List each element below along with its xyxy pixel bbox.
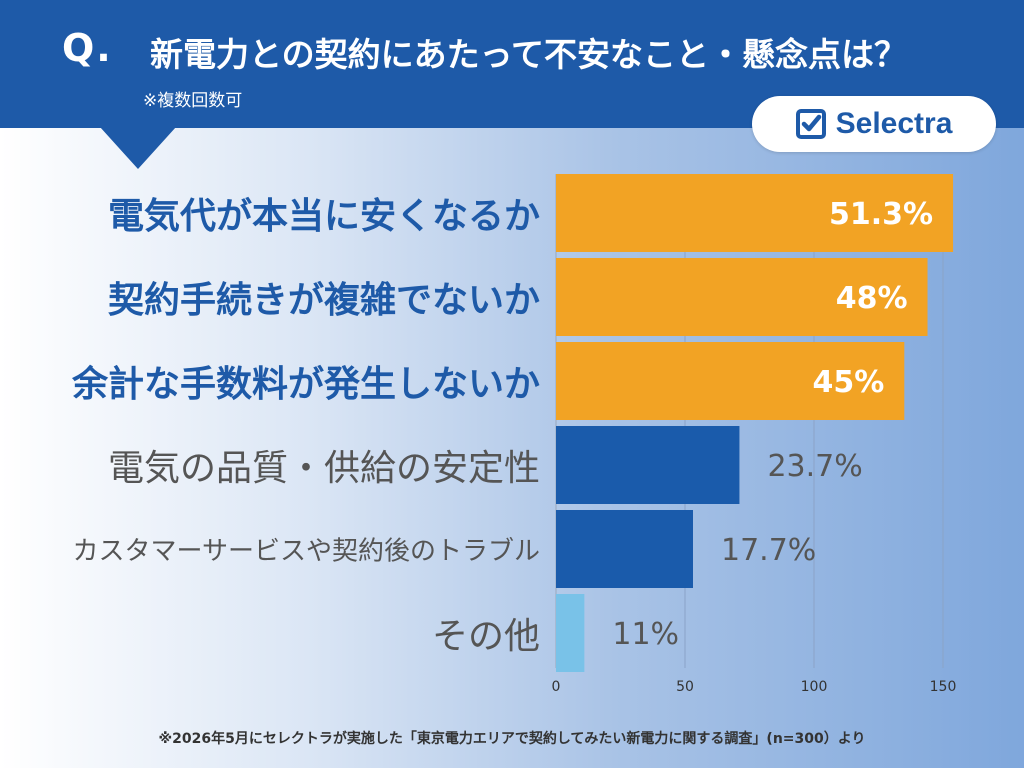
page-subtitle: ※複数回数可 (143, 91, 243, 111)
check-box-icon (795, 109, 826, 139)
category-label: 電気の品質・供給の安定性 (107, 448, 540, 489)
data-label: 11% (612, 617, 679, 652)
bar (556, 594, 585, 672)
bar (556, 342, 905, 420)
x-tick-label: 0 (552, 679, 561, 695)
x-tick-label: 150 (930, 679, 957, 695)
logo-text: Selectra (835, 107, 953, 140)
selectra-logo: Selectra (752, 96, 996, 152)
category-label: カスタマーサービスや契約後のトラブル (72, 536, 540, 567)
data-label: 48% (836, 281, 908, 316)
footnote: ※2026年5月にセレクトラが実施した「東京電力エリアで契約してみたい新電力に関… (158, 731, 866, 747)
question-mark-label: Q. (62, 26, 113, 70)
bar (556, 258, 928, 336)
data-label: 23.7% (767, 449, 862, 484)
page-title: 新電力との契約にあたって不安なこと・懸念点は？ (150, 35, 908, 74)
data-label: 45% (812, 365, 884, 400)
bar (556, 426, 740, 504)
category-label: 電気代が本当に安くなるか (107, 196, 540, 237)
data-label: 51.3% (829, 197, 933, 232)
category-label: 余計な手数料が発生しないか (71, 364, 540, 405)
x-tick-label: 100 (801, 679, 828, 695)
x-tick-label: 50 (676, 679, 694, 695)
data-label: 17.7% (721, 533, 816, 568)
header-pointer (100, 127, 176, 169)
category-label: その他 (431, 616, 540, 657)
bar (556, 174, 954, 252)
bar (556, 510, 693, 588)
category-label: 契約手続きが複雑でないか (107, 280, 540, 321)
